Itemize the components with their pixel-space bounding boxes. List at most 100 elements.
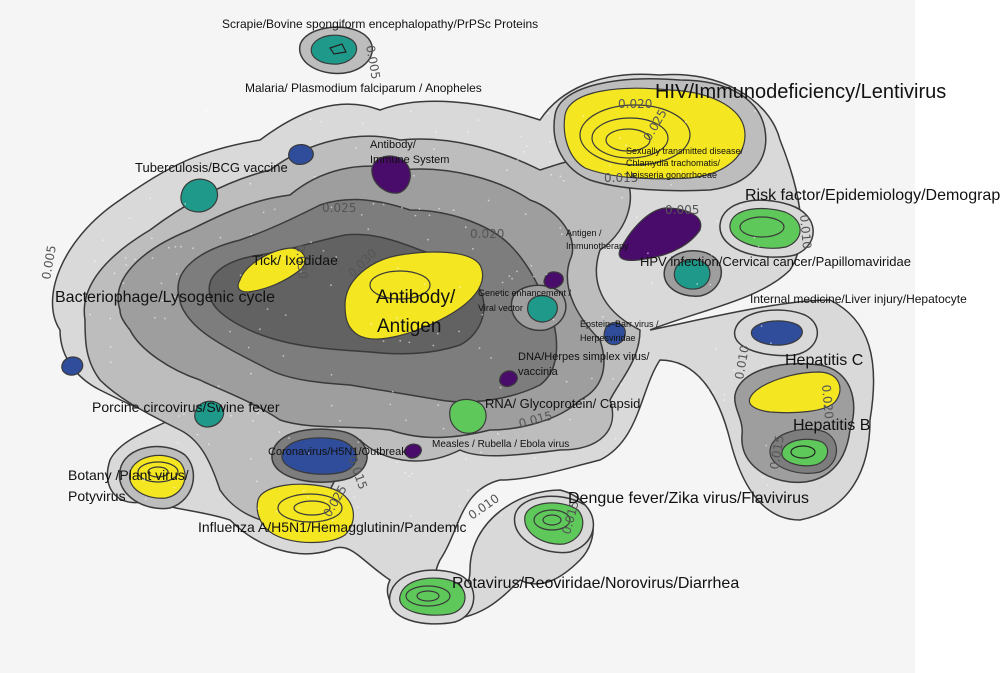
speckle-dot [370,323,373,326]
speckle-dot [313,176,316,178]
speckle-dot [404,471,406,474]
speckle-dot [488,492,490,495]
speckle-dot [282,257,285,259]
speckle-dot [667,421,670,423]
speckle-dot [173,295,176,298]
speckle-dot [506,169,508,172]
speckle-dot [522,150,525,153]
speckle-dot [330,404,333,407]
speckle-dot [109,317,112,320]
speckle-dot [164,317,166,320]
speckle-dot [302,490,305,493]
antibody-antigen-blob [344,251,484,340]
speckle-dot [566,406,568,408]
speckle-dot [339,419,341,422]
speckle-dot [565,380,568,383]
speckle-dot [458,505,461,507]
topic-label-hpv: HPV infection/Cervical cancer/Papillomav… [640,254,911,269]
rotavirus-contour-b [416,590,440,602]
speckle-dot [357,441,360,443]
topic-label-risk: Risk factor/Epidemiology/Demography [745,187,1000,204]
speckle-dot [482,233,484,236]
speckle-dot [499,294,501,297]
speckle-dot [569,418,571,421]
speckle-dot [322,250,325,252]
topic-label-tick: Tick/ Ixodidae [252,252,338,268]
speckle-dot [131,420,134,423]
genetic-blob [527,295,558,323]
dengue-contour-b [542,514,562,526]
speckle-dot [669,522,671,525]
speckle-dot [247,346,250,349]
speckle-dot [404,147,407,149]
speckle-dot [706,412,709,415]
speckle-dot [616,497,619,500]
speckle-dot [612,378,615,380]
speckle-dot [153,297,156,299]
speckle-dot [678,526,680,529]
speckle-dot [677,148,680,151]
topic-label-rna: RNA/ Glycoprotein/ Capsid [485,396,640,411]
contour-label: 0.010 [732,344,752,380]
speckle-dot [480,451,483,454]
topic-label-antibody-immune-2: Immune System [370,154,449,166]
speckle-dot [250,372,252,375]
speckle-dot [250,233,253,236]
topic-label-measles: Measles / Rubella / Ebola virus [432,439,569,450]
speckle-dot [690,515,692,518]
speckle-dot [147,137,149,140]
speckle-dot [250,457,252,460]
speckle-dot [389,403,392,406]
topic-label-hepatitis-b: Hepatitis B [793,417,870,434]
speckle-dot [559,227,562,229]
speckle-dot [440,295,443,298]
speckle-dot [642,166,645,169]
speckle-dot [391,390,394,393]
speckle-dot [684,121,687,124]
speckle-dot [550,173,553,176]
tuberculosis-blob [180,178,219,213]
speckle-dot [487,199,490,202]
speckle-dot [397,140,400,143]
speckle-dot [395,317,398,320]
speckle-dot [552,318,555,321]
speckle-dot [300,271,302,274]
speckle-dot [596,243,599,246]
speckle-dot [423,283,426,286]
topic-label-antibody-antigen-2: Antigen [377,316,441,337]
speckle-dot [715,347,717,350]
speckle-dot [758,188,760,191]
dengue-contour-a [533,509,571,531]
speckle-dot [414,214,417,217]
topic-label-botany-1: Botany /Plant virus/ [68,467,189,483]
speckle-dot [709,283,712,286]
speckle-dot [584,402,586,404]
speckle-dot [659,367,661,369]
hiv-contour-a [579,104,691,166]
speckle-dot [89,298,91,301]
speckle-dot [413,174,415,177]
topic-label-scrapie: Scrapie/Bovine spongiform encephalopathy… [222,17,538,31]
speckle-dot [547,112,549,115]
topic-label-epstein-1: Epstein–Barr virus / [580,319,659,329]
tick-blob [237,247,306,293]
speckle-dot [151,257,154,259]
speckle-dot [524,213,527,216]
speckle-dot [642,406,644,409]
speckle-dot [508,275,511,277]
speckle-dot [249,182,252,185]
speckle-dot [465,458,467,460]
speckle-dot [620,383,623,386]
influenza-contour-b [293,500,331,516]
scrapie-core [329,43,347,55]
risk-blob [729,207,801,249]
speckle-dot [467,131,470,134]
speckle-dot [150,237,153,240]
speckle-dot [148,177,151,180]
speckle-dot [362,122,364,125]
speckle-dot [737,470,740,473]
speckle-dot [335,256,338,258]
speckle-dot [519,290,522,293]
